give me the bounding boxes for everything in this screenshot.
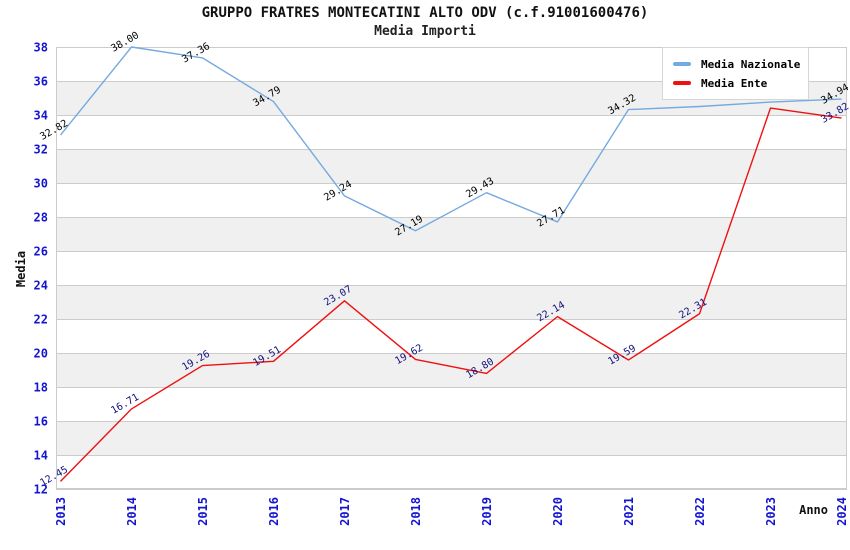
y-tick-32: 32 bbox=[34, 143, 48, 157]
chart-subtitle: Media Importi bbox=[374, 24, 476, 39]
series-line-media-nazionale bbox=[59, 46, 842, 232]
y-tick-14: 14 bbox=[34, 449, 48, 463]
y-tick-16: 16 bbox=[34, 415, 48, 429]
x-tick-2022: 2022 bbox=[693, 497, 707, 526]
y-tick-12: 12 bbox=[34, 483, 48, 497]
y-tick-24: 24 bbox=[34, 279, 48, 293]
series-media-nazionale bbox=[59, 46, 842, 232]
x-tick-2018: 2018 bbox=[409, 497, 423, 526]
x-tick-2013: 2013 bbox=[54, 497, 68, 526]
x-tick-2023: 2023 bbox=[764, 497, 778, 526]
y-tick-28: 28 bbox=[34, 211, 48, 225]
y-axis-title: Media bbox=[14, 250, 28, 288]
x-tick-2019: 2019 bbox=[480, 497, 494, 526]
x-tick-2014: 2014 bbox=[125, 497, 139, 526]
legend-item-media-nazionale: Media Nazionale bbox=[673, 58, 808, 71]
y-tick-38: 38 bbox=[34, 41, 48, 55]
plot-bands bbox=[56, 47, 847, 489]
gridlines bbox=[56, 47, 847, 490]
y-tick-22: 22 bbox=[34, 313, 48, 327]
x-tick-2024: 2024 bbox=[835, 497, 849, 526]
y-axis-ticks: 38 36 34 32 30 28 26 24 22 20 18 16 14 12 bbox=[34, 41, 48, 497]
y-tick-18: 18 bbox=[34, 381, 48, 395]
y-tick-26: 26 bbox=[34, 245, 48, 259]
x-tick-2016: 2016 bbox=[267, 497, 281, 526]
x-tick-2015: 2015 bbox=[196, 497, 210, 526]
legend-item-media-ente: Media Ente bbox=[673, 77, 808, 90]
y-tick-20: 20 bbox=[34, 347, 48, 361]
legend-label-media-ente: Media Ente bbox=[701, 76, 768, 90]
chart-title: GRUPPO FRATRES MONTECATINI ALTO ODV (c.f… bbox=[201, 5, 649, 21]
series-media-ente bbox=[60, 107, 842, 482]
series-line-media-ente bbox=[60, 107, 842, 482]
x-axis-ticks: 2013 2014 2015 2016 2017 2018 2019 2020 2021 2022… bbox=[54, 497, 849, 526]
legend: Media Nazionale Media Ente bbox=[662, 47, 809, 100]
legend-line-swatch-nazionale-icon bbox=[673, 62, 691, 66]
x-tick-2021: 2021 bbox=[622, 497, 636, 526]
y-tick-34: 34 bbox=[34, 109, 48, 123]
plot-border bbox=[56, 47, 847, 489]
x-tick-2020: 2020 bbox=[551, 497, 565, 526]
x-tick-2017: 2017 bbox=[338, 497, 352, 526]
legend-line-swatch-ente-icon bbox=[673, 81, 691, 85]
legend-label-media-nazionale: Media Nazionale bbox=[701, 57, 801, 71]
y-tick-30: 30 bbox=[34, 177, 48, 191]
y-tick-36: 36 bbox=[34, 75, 48, 89]
x-axis-title: Anno bbox=[799, 503, 828, 517]
